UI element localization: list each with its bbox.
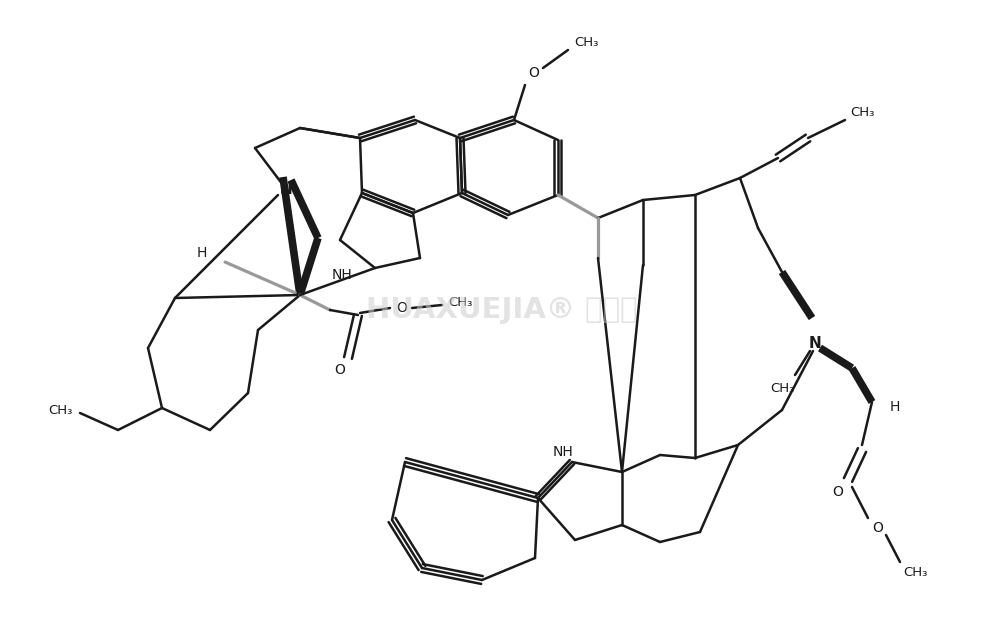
Text: CH₃: CH₃ bbox=[849, 106, 874, 119]
Text: CH₃: CH₃ bbox=[48, 403, 72, 417]
Text: O: O bbox=[831, 485, 843, 499]
Text: O: O bbox=[528, 66, 539, 80]
Text: N: N bbox=[280, 183, 292, 197]
Text: CH₃: CH₃ bbox=[769, 381, 793, 394]
Text: CH₃: CH₃ bbox=[902, 565, 926, 578]
Text: H: H bbox=[197, 246, 207, 260]
Text: NH: NH bbox=[331, 268, 352, 282]
Text: NH: NH bbox=[552, 445, 573, 459]
Text: HUAXUEJIA® 化学加: HUAXUEJIA® 化学加 bbox=[366, 296, 637, 324]
Text: CH₃: CH₃ bbox=[447, 297, 471, 310]
Text: O: O bbox=[334, 363, 345, 377]
Text: O: O bbox=[396, 301, 407, 315]
Text: H: H bbox=[889, 400, 900, 414]
Text: N: N bbox=[807, 335, 820, 351]
Text: O: O bbox=[872, 521, 883, 535]
Text: CH₃: CH₃ bbox=[574, 35, 598, 49]
